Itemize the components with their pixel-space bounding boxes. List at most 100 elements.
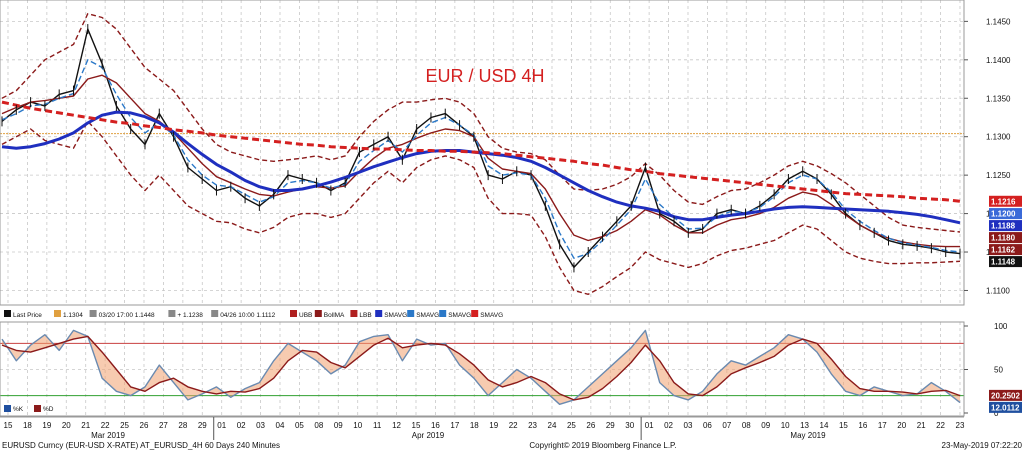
x-tick-label: 28 xyxy=(178,421,187,430)
legend-swatch xyxy=(211,310,219,317)
x-tick-label: 12 xyxy=(392,421,401,430)
x-tick-label: 21 xyxy=(917,421,926,430)
price-tag-label: 1.1188 xyxy=(991,222,1016,231)
oscillator-fill xyxy=(2,330,960,405)
legend-swatch xyxy=(375,310,383,317)
legend-label: 1.1304 xyxy=(63,312,83,319)
lower-grid xyxy=(0,322,964,416)
price-tag-label: 1.1162 xyxy=(991,246,1016,255)
y-tick-label: 1.1400 xyxy=(986,56,1011,65)
y-tick-label: 1.1100 xyxy=(986,286,1010,295)
x-tick-label: 07 xyxy=(722,421,731,430)
footer-timestamp: 23-May-2019 07:22:20 xyxy=(942,441,1023,450)
legend-swatch xyxy=(407,310,415,317)
x-tick-label: 20 xyxy=(897,421,906,430)
x-tick-label: 23 xyxy=(528,421,537,430)
price-tag-label: 20.2502 xyxy=(991,391,1020,400)
legend-swatch xyxy=(168,310,176,317)
price-tag: 1.1216 xyxy=(989,195,1022,207)
footer-copyright: Copyright© 2019 Bloomberg Finance L.P. xyxy=(529,441,676,450)
month-label: Mar 2019 xyxy=(91,431,125,440)
legend-label: SMAVG xyxy=(480,312,503,319)
series-k xyxy=(1,329,961,405)
legend-swatch xyxy=(4,405,11,412)
x-tick-label: 18 xyxy=(470,421,479,430)
x-tick-label: 17 xyxy=(878,421,887,430)
footer-description: EURUSD Curncy (EUR-USD X-RATE) AT_EURUSD… xyxy=(2,441,280,450)
x-tick-label: 01 xyxy=(645,421,654,430)
series-last-price xyxy=(1,28,961,269)
x-tick-label: 30 xyxy=(625,421,634,430)
oscillator-legend: %K %D xyxy=(4,405,54,413)
price-tag-label: 1.1148 xyxy=(991,258,1016,267)
x-tick-label: 08 xyxy=(314,421,323,430)
x-tick-label: 27 xyxy=(159,421,168,430)
x-tick-label: 18 xyxy=(23,421,32,430)
legend-swatch xyxy=(471,310,479,317)
legend-label: %K xyxy=(13,406,24,413)
x-tick-label: 16 xyxy=(858,421,867,430)
price-tag-box xyxy=(989,389,1022,401)
y-tick-label: 1.1450 xyxy=(986,17,1011,26)
x-tick-label: 10 xyxy=(781,421,790,430)
legend-label: %D xyxy=(43,406,54,413)
x-tick-label: 26 xyxy=(586,421,595,430)
legend-swatch xyxy=(54,310,61,317)
series-smavg-200 xyxy=(1,100,961,203)
oscillator-value-tags: 20.2502 12.0112 xyxy=(989,389,1022,413)
x-tick-label: 03 xyxy=(256,421,265,430)
x-tick-label: 21 xyxy=(81,421,90,430)
x-tick-label: 09 xyxy=(761,421,770,430)
legend-label: SMAVG xyxy=(384,312,407,319)
x-tick-label: 22 xyxy=(101,421,110,430)
legend-label: Last Price xyxy=(13,312,42,319)
main-legend: Last Price 1.1304 03/20 17:00 1.1448 + 1.12… xyxy=(0,306,964,321)
x-tick-label: 23 xyxy=(956,421,965,430)
legend-swatch xyxy=(290,310,297,317)
y-tick-label: 1.1300 xyxy=(986,133,1011,142)
chart-title: EUR / USD 4H xyxy=(425,66,544,86)
price-tag-label: 1.1200 xyxy=(991,210,1016,219)
y-tick-label: 50 xyxy=(994,366,1003,375)
x-tick-label: 22 xyxy=(936,421,945,430)
x-tick-label: 02 xyxy=(237,421,246,430)
x-tick-label: 26 xyxy=(140,421,149,430)
x-tick-label: 25 xyxy=(120,421,129,430)
legend-label: UBB xyxy=(299,312,312,319)
price-tag-box xyxy=(989,244,1022,256)
x-tick-label: 06 xyxy=(703,421,712,430)
legend-swatch xyxy=(89,310,97,317)
y-tick-label: 100 xyxy=(994,322,1008,331)
y-tick-label: 0 xyxy=(994,409,999,418)
main-panel-frame xyxy=(0,0,965,306)
series-bollma xyxy=(1,74,960,248)
price-tag-box xyxy=(989,220,1022,232)
legend-swatch xyxy=(4,310,11,317)
y-tick-label: 1.1250 xyxy=(986,171,1011,180)
x-axis-days: 15 18 19 20 21 22 25 26 27 28 29 01 02 03 04 05 08 09 10 11… xyxy=(0,416,965,430)
legend-swatch xyxy=(439,310,447,317)
series-ubb xyxy=(1,13,961,233)
price-tag: 20.2502 xyxy=(989,389,1022,401)
month-label: Apr 2019 xyxy=(412,431,445,440)
x-tick-label: 15 xyxy=(4,421,13,430)
x-tick-label: 25 xyxy=(567,421,576,430)
legend-label: 04/26 10:00 1.1112 xyxy=(220,312,275,319)
x-tick-label: 16 xyxy=(431,421,440,430)
x-tick-label: 03 xyxy=(684,421,693,430)
main-grid xyxy=(0,0,964,305)
x-tick-label: 24 xyxy=(548,421,557,430)
x-tick-label: 11 xyxy=(373,421,382,430)
price-tag-label: 1.1180 xyxy=(991,234,1016,243)
series-lbb xyxy=(1,120,961,295)
price-tag-box xyxy=(989,208,1022,220)
price-tag-label: 12.0112 xyxy=(991,403,1020,412)
x-tick-label: 17 xyxy=(450,421,459,430)
price-tag-label: 1.1216 xyxy=(991,197,1016,206)
legend-label: BollMA xyxy=(324,312,345,319)
oscillator-y-axis: 100 50 0 xyxy=(964,322,1008,418)
oscillator-panel-frame xyxy=(0,321,965,417)
month-label: May 2019 xyxy=(790,431,826,440)
price-tag: 12.0112 xyxy=(989,401,1022,413)
x-tick-label: 29 xyxy=(606,421,615,430)
